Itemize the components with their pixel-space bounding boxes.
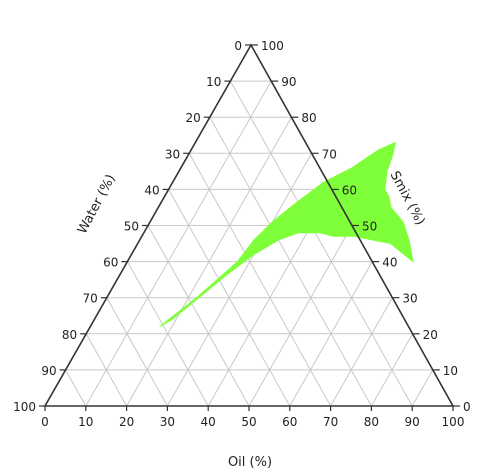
water-tick-label: 70 — [83, 292, 98, 306]
water-tick-label: 20 — [186, 111, 201, 125]
water-tick-label: 0 — [234, 39, 242, 53]
water-tick-label: 10 — [206, 75, 221, 89]
grid-line-oil — [248, 225, 353, 407]
oil-tick-label: 50 — [241, 415, 256, 429]
grid-line-water — [126, 261, 209, 407]
tick-labels: 0 0 0 10 10 10 20 20 20 30 30 30 40 40 40 50 50 50 60 60 60 7… — [13, 39, 471, 429]
grid-line-oil — [411, 369, 434, 407]
oil-axis-label: Oil (%) — [228, 455, 272, 470]
oil-tick-label: 30 — [160, 415, 175, 429]
smix-tick-label: 80 — [301, 111, 316, 125]
grid-line-water — [188, 153, 332, 407]
oil-tick-label: 10 — [78, 415, 93, 429]
grid-line-water — [106, 297, 168, 407]
oil-tick-label: 100 — [442, 415, 465, 429]
grid-line-oil — [85, 80, 272, 407]
grid-line-oil — [166, 153, 313, 407]
grid-line-oil — [370, 333, 414, 407]
water-tick-label: 90 — [41, 364, 56, 378]
water-tick-label: 50 — [124, 220, 139, 234]
grid-lines — [65, 80, 434, 407]
grid-line-water — [85, 333, 128, 407]
microemulsion-region — [159, 141, 414, 328]
smix-tick-label: 50 — [362, 220, 377, 234]
oil-tick-label: 0 — [41, 415, 49, 429]
smix-tick-label: 100 — [261, 39, 284, 53]
grid-line-water — [147, 225, 250, 407]
smix-tick-label: 0 — [463, 400, 471, 414]
grid-line-oil — [330, 297, 393, 407]
smix-tick-label: 40 — [382, 256, 397, 270]
oil-tick-label: 90 — [405, 415, 420, 429]
oil-tick-label: 20 — [119, 415, 134, 429]
water-axis-label: Water (%) — [75, 172, 119, 236]
oil-tick-label: 60 — [282, 415, 297, 429]
oil-tick-label: 80 — [364, 415, 379, 429]
oil-tick-label: 40 — [201, 415, 216, 429]
smix-tick-label: 30 — [402, 292, 417, 306]
water-tick-label: 60 — [103, 256, 118, 270]
smix-tick-label: 60 — [342, 183, 357, 197]
oil-tick-label: 70 — [323, 415, 338, 429]
water-tick-label: 100 — [13, 400, 36, 414]
smix-tick-label: 20 — [423, 328, 438, 342]
smix-tick-label: 70 — [322, 147, 337, 161]
water-tick-label: 30 — [165, 147, 180, 161]
smix-tick-label: 10 — [443, 364, 458, 378]
smix-tick-label: 90 — [281, 75, 296, 89]
grid-line-oil — [289, 261, 373, 407]
water-tick-label: 80 — [62, 328, 77, 342]
axis-ticks — [39, 44, 460, 411]
water-tick-label: 40 — [144, 183, 159, 197]
grid-line-water — [229, 80, 413, 407]
grid-line-water — [65, 369, 87, 407]
